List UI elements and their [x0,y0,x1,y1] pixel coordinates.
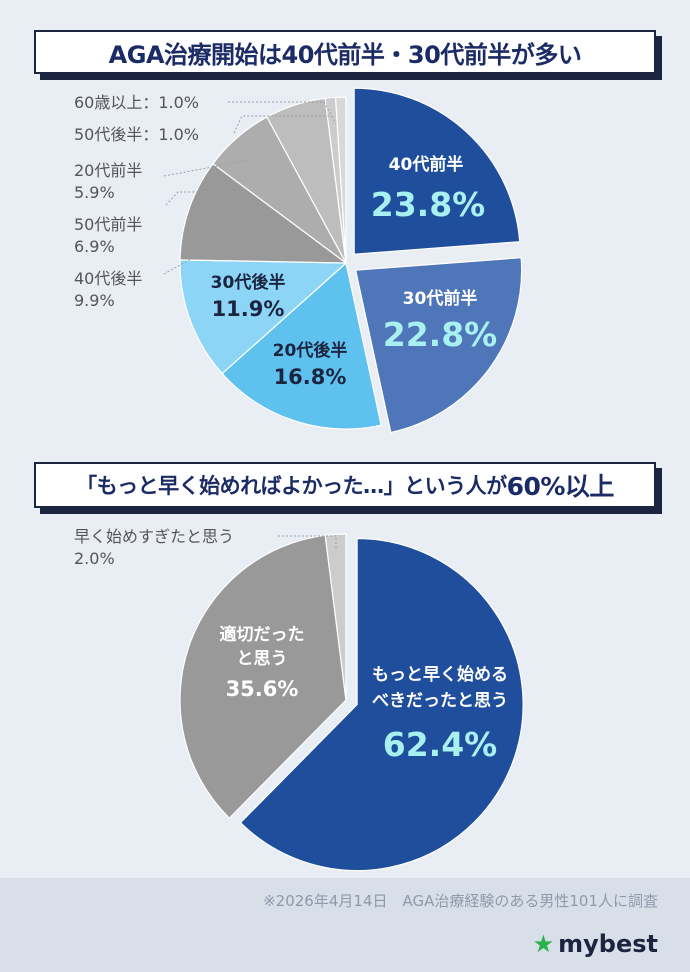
pie2-outvalue-early: 2.0% [74,549,115,568]
pie-chart-2 [179,533,524,872]
pie1-label-20b: 20代後半 [273,340,348,361]
leader-lines [163,101,337,548]
pie2-label-ok-l2: と思う [237,649,288,669]
star-icon: ★ [532,930,555,958]
pie2-outlabel-early: 早く始めすぎたと思う [74,527,234,546]
pie2-value-ok: 35.6% [226,677,299,701]
pie1-slice-1 [354,257,523,434]
pie2-slice-1 [179,534,347,819]
brand-logo: ★ mybest [532,930,658,958]
pie-chart-1 [179,87,523,434]
pie1-slice-8 [334,96,347,264]
pie1-outlabel-40b: 40代後半 [74,269,142,288]
pie1-outvalue-40b: 9.9% [74,291,115,310]
footer: ※2026年4月14日 AGA治療経験のある男性101人に調査 ★ mybest [0,878,690,972]
pie1-slice-4 [179,162,348,264]
pie2-slice-2 [324,533,347,701]
pie1-value-40a: 23.8% [371,185,486,224]
pie1-outlabel-50a: 50代前半 [74,215,142,234]
chart-title-1: AGA治療開始は40代前半・30代前半が多い [34,30,656,74]
pie2-label-should-l1: もっと早く始める [372,664,508,685]
pie2-slice-0 [239,537,524,872]
pie1-label-30a: 30代前半 [403,288,478,309]
pie1-slice-0 [353,87,521,255]
pie1-slice-3 [179,259,348,375]
pie1-outvalue-20a: 5.9% [74,183,115,202]
pie1-value-30b: 11.9% [212,297,285,321]
pie1-value-30a: 22.8% [383,315,498,354]
pie2-label-should-l2: べきだったと思う [372,691,508,711]
pie1-outlabel-60: 60歳以上：1.0% [74,93,199,112]
pie1-slice-2 [221,261,382,430]
pie1-label-40a: 40代前半 [389,154,464,175]
pie2-label-ok-l1: 適切だった [220,624,305,645]
pie1-outlabel-50b: 50代後半：1.0% [74,125,199,144]
survey-note: ※2026年4月14日 AGA治療経験のある男性101人に調査 [263,892,658,910]
pie1-label-30b: 30代後半 [211,272,286,293]
pie1-outvalue-50a: 6.9% [74,237,115,256]
chart-title-2: 「もっと早く始めればよかった…」という人が 60%以上 [34,462,656,508]
pie1-value-20b: 16.8% [274,365,347,389]
pie2-value-should: 62.4% [383,725,498,764]
pie1-outlabel-20a: 20代前半 [74,161,142,180]
